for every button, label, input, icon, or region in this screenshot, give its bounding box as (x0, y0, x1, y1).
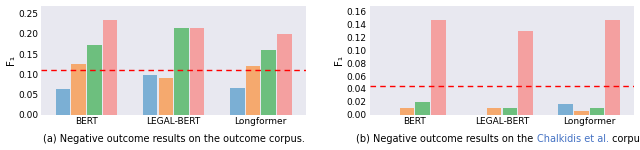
Bar (72, 64, 86, 115)
Y-axis label: F₁: F₁ (6, 55, 15, 65)
Bar (143, 75, 157, 115)
Bar (246, 66, 260, 115)
Bar (230, 88, 244, 115)
Y-axis label: F₁: F₁ (334, 55, 344, 65)
Bar (487, 108, 502, 115)
Bar (431, 20, 445, 115)
Bar (558, 104, 573, 115)
Bar (159, 78, 173, 115)
Bar (415, 102, 430, 115)
Bar (400, 108, 414, 115)
Bar (87, 45, 102, 115)
Bar (502, 108, 517, 115)
Bar (589, 108, 604, 115)
Bar (277, 34, 292, 115)
Text: (a) Negative outcome results on the outcome corpus.: (a) Negative outcome results on the outc… (43, 134, 305, 144)
Bar (605, 20, 620, 115)
Bar (261, 50, 276, 115)
Bar (190, 28, 205, 115)
Bar (103, 20, 117, 115)
Bar (174, 28, 189, 115)
Text: (b) Negative outcome results on the: (b) Negative outcome results on the (356, 134, 537, 144)
Text: Chalkidis et al.: Chalkidis et al. (537, 134, 609, 144)
Bar (56, 89, 70, 115)
Bar (574, 111, 589, 115)
Text: corpus.: corpus. (609, 134, 640, 144)
Bar (518, 31, 533, 115)
